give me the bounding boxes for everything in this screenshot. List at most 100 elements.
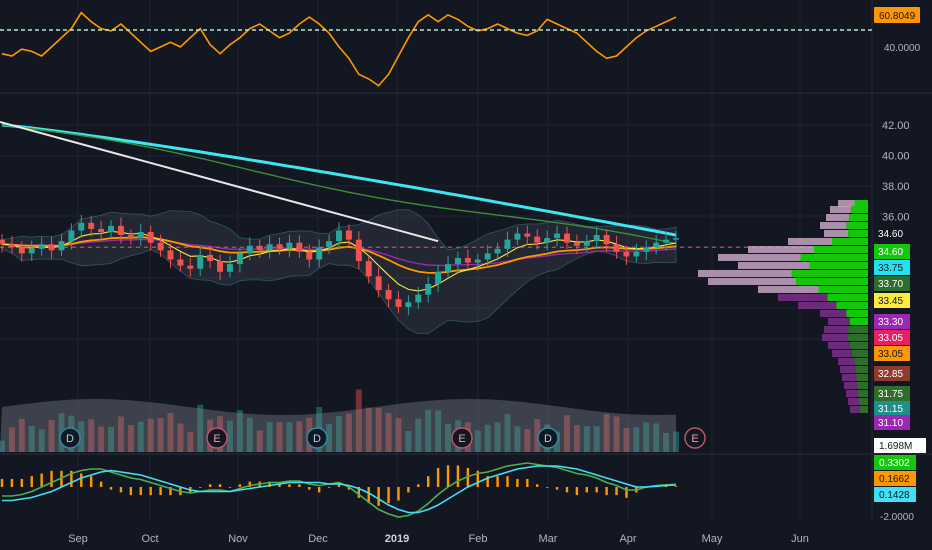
signal-line xyxy=(2,465,677,514)
macd-hist-bar xyxy=(536,484,539,487)
profile-buy-row xyxy=(836,302,868,309)
profile-sell-row xyxy=(840,366,856,373)
earnings-marker[interactable] xyxy=(206,427,228,449)
macd-hist-bar xyxy=(367,487,370,504)
profile-sell-row xyxy=(824,326,849,333)
earnings-marker[interactable] xyxy=(684,427,706,449)
volume-bar xyxy=(266,422,273,452)
macd-hist-bar xyxy=(595,487,598,493)
candle-body xyxy=(395,299,402,307)
price-badge xyxy=(874,330,910,345)
profile-sell-row xyxy=(778,294,828,301)
price-badges: 34.60 34.60 33.75 33.70 33.45 33.30 33.05 33.05… xyxy=(874,226,910,430)
price-badge-label: 34.60 xyxy=(878,229,903,240)
macd-hist-bar xyxy=(169,487,172,496)
profile-sell-row xyxy=(708,278,796,285)
profile-sell-row xyxy=(844,382,858,389)
dividend-marker[interactable] xyxy=(537,427,559,449)
candle-body xyxy=(673,238,679,240)
earnings-marker[interactable] xyxy=(451,427,473,449)
macd-hist-bar xyxy=(427,476,430,487)
volume-profile xyxy=(698,200,868,413)
volume-bar xyxy=(38,429,45,452)
profile-buy-row xyxy=(859,398,868,405)
candle-body xyxy=(147,232,154,243)
volume-bar xyxy=(78,421,85,452)
macd-hist-bar xyxy=(545,487,549,488)
candle-body xyxy=(48,244,55,251)
candle-body xyxy=(18,247,25,254)
volume-bar xyxy=(593,426,600,452)
macd-value-badge xyxy=(874,455,916,470)
volume-bars: 1.698M xyxy=(0,389,926,453)
time-tick-label: Sep xyxy=(68,533,88,545)
volume-bar xyxy=(633,427,640,452)
macd-hist-bar xyxy=(555,487,559,490)
macd-hist-bar xyxy=(456,465,460,487)
volume-bar xyxy=(603,414,610,452)
candle-body xyxy=(613,244,620,252)
macd-hist-bar xyxy=(357,487,361,498)
profile-buy-row xyxy=(809,262,868,269)
price-badge-label: 33.30 xyxy=(878,317,903,328)
candle-body xyxy=(405,302,412,307)
candle-body xyxy=(316,247,323,260)
macd-labels: 0.3302 0.1662 0.1428 -2.0000 xyxy=(874,455,916,523)
volume-bar xyxy=(98,426,105,452)
candle-body xyxy=(276,244,283,249)
price-tick-label: 36.00 xyxy=(882,212,910,224)
event-marker-label: E xyxy=(458,433,465,445)
time-axis: Sep Oct Nov Dec 2019 Feb Mar Apr May Jun xyxy=(68,533,809,545)
profile-buy-row xyxy=(814,246,868,253)
macd-hist-bar xyxy=(397,487,400,501)
candle-body xyxy=(157,242,164,251)
candle-body xyxy=(435,271,442,284)
macd-hist-bar xyxy=(317,487,321,493)
macd-hist-bar xyxy=(486,476,489,487)
candle-body xyxy=(583,241,590,246)
candle-body xyxy=(226,264,233,272)
volume-bar xyxy=(197,404,204,452)
profile-sell-row xyxy=(838,200,855,207)
candle-body xyxy=(474,259,481,263)
price-tick-label: 38.00 xyxy=(882,181,910,193)
volume-bar xyxy=(563,415,570,452)
profile-sell-row xyxy=(698,270,792,277)
profile-buy-row xyxy=(851,350,868,357)
macd-hist-bar xyxy=(565,487,569,493)
event-marker-label: D xyxy=(313,433,321,445)
candle-body xyxy=(425,283,432,295)
volume-bar xyxy=(226,420,233,452)
candle-body xyxy=(137,232,144,239)
macd-hist-bar xyxy=(288,484,291,487)
candle-body xyxy=(177,259,184,266)
macd-hist-bar xyxy=(248,481,251,487)
dividend-marker[interactable] xyxy=(306,427,328,449)
oscillator-value-badge xyxy=(874,7,920,23)
macd-hist-bar xyxy=(60,470,63,487)
macd-hist-bar xyxy=(496,476,499,487)
volume-bar xyxy=(256,430,263,452)
macd-hist-bar xyxy=(615,487,618,496)
volume-bar xyxy=(435,410,442,452)
profile-buy-row xyxy=(832,238,868,245)
macd-hist-bar xyxy=(506,476,509,487)
candle-body xyxy=(38,244,45,249)
price-badge-label: 31.15 xyxy=(878,404,903,415)
dividend-marker[interactable] xyxy=(59,427,81,449)
price-badge xyxy=(874,346,910,361)
price-badge xyxy=(874,401,910,416)
candle-body xyxy=(236,253,243,265)
macd-hist-bar xyxy=(218,484,222,487)
candle-body xyxy=(544,238,551,243)
macd-panel: 0.3302 0.1662 0.1428 -2.0000 xyxy=(0,455,916,523)
volume-bar xyxy=(236,410,243,452)
candle-body xyxy=(385,290,392,300)
volume-bar xyxy=(663,432,670,452)
profile-buy-row xyxy=(800,254,868,261)
time-tick-label: Mar xyxy=(539,533,558,545)
candle-body xyxy=(217,261,224,272)
time-tick-label: Apr xyxy=(619,533,636,545)
